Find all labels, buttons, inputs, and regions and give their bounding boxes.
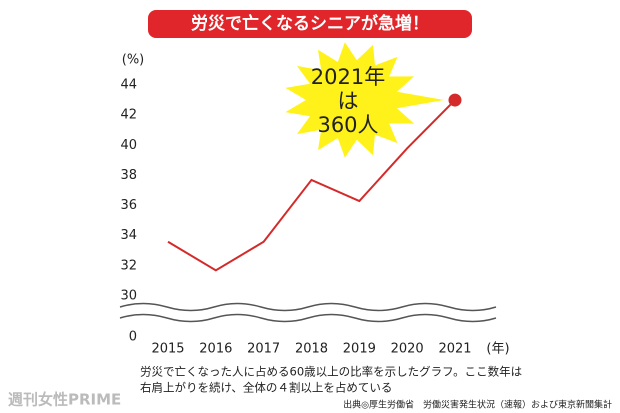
x-tick-label: 2015	[151, 342, 184, 357]
annotation: は	[338, 89, 359, 113]
x-tick-label: 2021	[438, 342, 471, 357]
data-line	[167, 99, 456, 272]
end-marker	[448, 93, 462, 107]
annotation: 360人	[317, 113, 378, 137]
annotation: 2021年	[311, 65, 385, 89]
x-tick-label: 2019	[343, 342, 376, 357]
source: 出典◎厚生労働省 労働災害発生状況（速報）および東京新聞集計	[343, 399, 612, 411]
y-tick-label: 38	[120, 168, 137, 183]
watermark: 週刊女性PRIME	[8, 391, 121, 409]
y-tick-label: 0	[129, 330, 137, 345]
y-tick-label: 36	[120, 198, 137, 213]
caption: 右肩上がりを続け、全体の４割以上を占めている	[140, 381, 392, 395]
y-tick-label: 40	[120, 138, 137, 153]
y-tick-label: 44	[120, 78, 137, 93]
x-tick-label: 2017	[247, 342, 280, 357]
starburst	[285, 42, 444, 158]
y-unit: (%)	[122, 53, 145, 68]
y-tick-label: 32	[120, 258, 137, 273]
x-tick-label: 2020	[391, 342, 424, 357]
caption: 労災で亡くなった人に占める60歳以上の比率を示したグラフ。ここ数年は	[140, 365, 522, 379]
chart-title: 労災で亡くなるシニアが急増！	[191, 13, 429, 34]
y-tick-label: 42	[120, 108, 137, 123]
x-unit: (年)	[486, 342, 509, 357]
y-tick-label: 34	[120, 228, 137, 243]
x-tick-label: 2018	[295, 342, 328, 357]
x-tick-label: 2016	[199, 342, 232, 357]
y-tick-label: 30	[120, 289, 137, 304]
axis-break	[119, 302, 497, 323]
title-banner	[148, 10, 472, 38]
